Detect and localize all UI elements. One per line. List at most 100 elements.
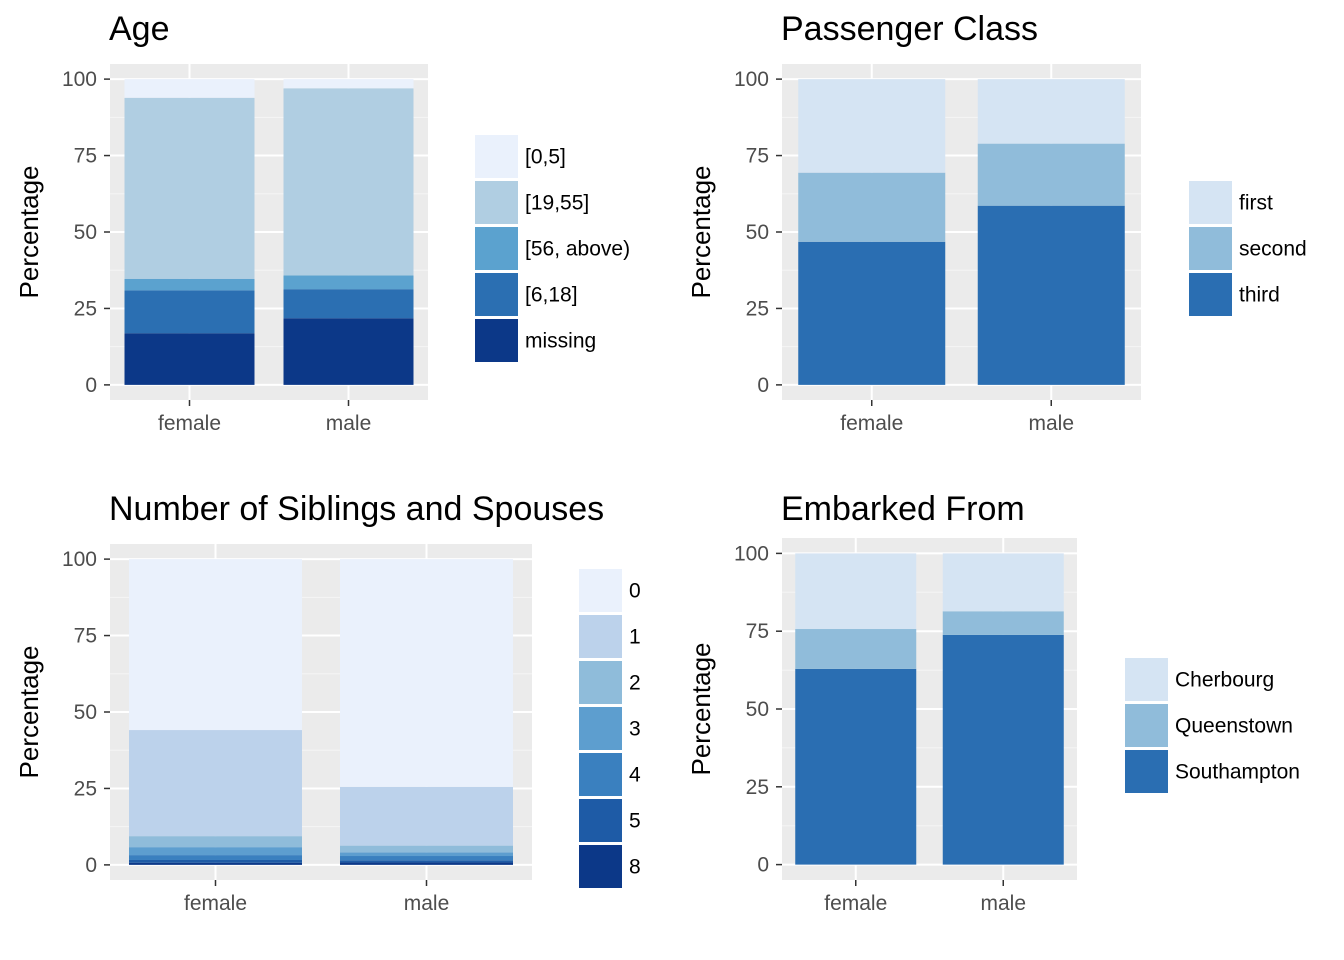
- legend: Cherbourg Queenstown Southampton: [1125, 658, 1300, 793]
- legend-label: 1: [629, 626, 641, 649]
- legend-label: Queenstown: [1175, 715, 1293, 738]
- bar-segment: [129, 862, 302, 865]
- y-axis-label: Percentage: [14, 166, 44, 299]
- legend-label: first: [1239, 192, 1273, 215]
- bar-segment: [283, 88, 414, 276]
- y-tick-label: 50: [74, 221, 97, 244]
- legend-swatch: [1125, 750, 1168, 793]
- y-tick-label: 0: [85, 854, 97, 877]
- panel-passenger-class: 0 25 50 75 100 female male Passenger Class Perce…: [686, 10, 1307, 435]
- legend: [0,5] [19,55] [56, above) [6,18] missing: [475, 135, 630, 362]
- bar-segment: [340, 860, 513, 863]
- legend-swatch: [1189, 227, 1232, 270]
- bar-segment: [283, 318, 414, 385]
- y-tick-label: 75: [746, 620, 769, 643]
- y-tick-label: 50: [74, 701, 97, 724]
- y-tick-label: 100: [734, 68, 769, 91]
- x-tick-label: male: [404, 892, 450, 915]
- bar-segment: [124, 79, 255, 98]
- chart-title: Passenger Class: [781, 10, 1038, 48]
- bar-segment: [124, 97, 255, 279]
- legend-swatch: [1125, 658, 1168, 701]
- y-tick-label: 75: [74, 625, 97, 648]
- legend-swatch: [475, 227, 518, 270]
- chart-title: Embarked From: [781, 490, 1025, 528]
- bar-segment: [124, 333, 255, 385]
- legend-label: second: [1239, 238, 1307, 261]
- bar-segment: [340, 862, 513, 865]
- legend-label: Cherbourg: [1175, 669, 1274, 692]
- bar-segment: [942, 611, 1064, 635]
- bar-segment: [340, 559, 513, 787]
- y-tick-label: 75: [74, 145, 97, 168]
- legend-label: 0: [629, 580, 641, 603]
- legend-label: 3: [629, 718, 641, 741]
- x-tick-label: female: [840, 412, 903, 435]
- bar-segment: [977, 205, 1125, 385]
- bar-segment: [942, 553, 1064, 612]
- legend-swatch: [579, 799, 622, 842]
- bar-segment: [129, 559, 302, 731]
- bar-segment: [795, 553, 917, 630]
- chart-title: Number of Siblings and Spouses: [109, 490, 604, 528]
- y-tick-label: 25: [746, 776, 769, 799]
- bar-segment: [124, 290, 255, 334]
- legend-label: 4: [629, 764, 641, 787]
- y-axis-label: Percentage: [686, 643, 716, 776]
- bar-segment: [795, 629, 917, 669]
- y-tick-label: 75: [746, 145, 769, 168]
- y-tick-label: 0: [85, 374, 97, 397]
- x-tick-label: male: [980, 892, 1026, 915]
- legend-label: [56, above): [525, 238, 630, 261]
- y-tick-label: 100: [734, 542, 769, 565]
- legend-label: missing: [525, 330, 596, 353]
- legend-swatch: [579, 753, 622, 796]
- bar-segment: [283, 289, 414, 319]
- bar-segment: [795, 668, 917, 865]
- x-tick-label: female: [824, 892, 887, 915]
- bar-segment: [283, 79, 414, 89]
- bar-segment: [798, 241, 946, 385]
- bar-segment: [283, 275, 414, 290]
- legend-swatch: [475, 181, 518, 224]
- legend: first second third: [1189, 181, 1307, 316]
- legend-swatch: [1125, 704, 1168, 747]
- bar-segment: [124, 278, 255, 291]
- chart-title: Age: [109, 10, 170, 48]
- legend-swatch: [579, 661, 622, 704]
- y-tick-label: 0: [757, 374, 769, 397]
- legend-swatch: [579, 707, 622, 750]
- x-tick-label: female: [158, 412, 221, 435]
- y-tick-label: 0: [757, 854, 769, 877]
- legend-swatch: [1189, 273, 1232, 316]
- bar-segment: [798, 172, 946, 242]
- legend-swatch: [1189, 181, 1232, 224]
- bar-segment: [129, 855, 302, 860]
- panel-embarked-from: 0 25 50 75 100 female male Embarked From Percent…: [686, 490, 1300, 915]
- legend-label: 5: [629, 810, 641, 833]
- legend-swatch: [475, 319, 518, 362]
- y-tick-label: 25: [74, 297, 97, 320]
- bar-segment: [977, 143, 1125, 206]
- legend-label: [19,55]: [525, 192, 589, 215]
- y-tick-label: 100: [62, 68, 97, 91]
- legend-swatch: [579, 845, 622, 888]
- bar-segment: [942, 634, 1064, 865]
- y-tick-label: 100: [62, 548, 97, 571]
- legend-label: [6,18]: [525, 284, 578, 307]
- bar-segment: [340, 845, 513, 853]
- legend-swatch: [579, 569, 622, 612]
- y-tick-label: 50: [746, 221, 769, 244]
- legend-label: 8: [629, 856, 641, 879]
- y-tick-label: 25: [746, 297, 769, 320]
- legend: 0 1 2 3 4 5 8: [579, 569, 641, 888]
- bar-segment: [340, 786, 513, 846]
- y-axis-label: Percentage: [14, 646, 44, 779]
- panel-age: 0 25 50 75 100 female male Age Percentage [0,5] [1…: [14, 10, 630, 435]
- y-axis-label: Percentage: [686, 166, 716, 299]
- legend-swatch: [579, 615, 622, 658]
- legend-swatch: [475, 135, 518, 178]
- bar-segment: [798, 79, 946, 173]
- x-tick-label: female: [184, 892, 247, 915]
